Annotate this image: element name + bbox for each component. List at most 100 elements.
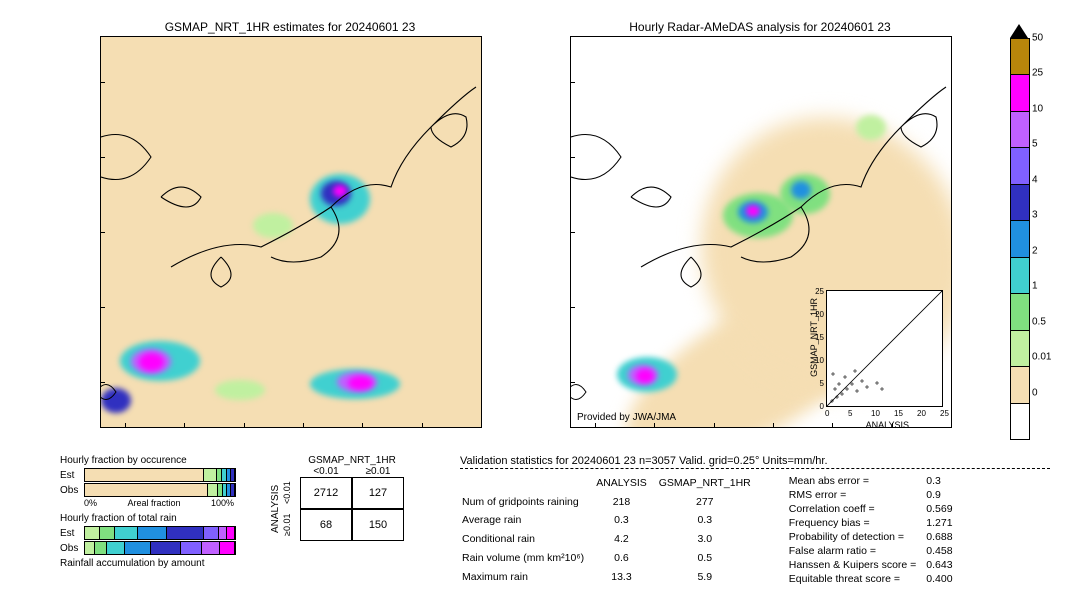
hbar-segment [202,542,220,554]
hbar-label-obs: Obs [60,485,84,496]
metric-cell: 0.3 [922,475,956,487]
colorbar-segment [1010,112,1030,148]
hbar-label-est: Est [60,528,84,539]
hbar-axis-right: 100% [211,498,234,508]
hbar-segment [138,527,167,539]
colorbar-over-arrow [1010,24,1028,38]
hbar-segment [220,542,235,554]
hbar-segment [204,469,217,481]
scatter-inset [826,290,943,407]
colorbar-tick-label: 3 [1032,210,1038,221]
map-right-title: Hourly Radar-AMeDAS analysis for 2024060… [570,20,950,34]
colorbar-tick-label: 1 [1032,281,1038,292]
hbar-segment [85,542,95,554]
ct-col-header-0: <0.01 [300,466,352,477]
stats-cell: 0.5 [659,550,761,567]
metric-cell: 0.400 [922,573,956,585]
stats-cell: Conditional rain [462,531,594,548]
xtick-label: 125°E [170,427,197,428]
map-right: Provided by JWA/JMA [570,36,952,428]
hbar-label-obs: Obs [60,543,84,554]
ct-row-header-0: <0.01 [282,477,300,509]
scatter-ytick: 5 [820,379,824,388]
scatter-xtick: 15 [894,409,903,418]
xtick-label: 130°E [230,427,257,428]
ct-row-header-1: ≥0.01 [282,509,300,541]
stats-cell: Num of gridpoints raining [462,493,594,510]
scatter-xtick: 0 [825,409,829,418]
coastline-svg [101,37,481,427]
colorbar-tick-label: 25 [1032,68,1043,79]
hbar-segment [95,542,107,554]
colorbar: 502510543210.50.010 [1010,38,1030,428]
hbar-axis-caption: Areal fraction [97,498,211,508]
map-left-title: GSMAP_NRT_1HR estimates for 20240601 23 [100,20,480,34]
colorbar-tick-label: 10 [1032,103,1043,114]
scatter-xtick: 10 [871,409,880,418]
hbar-segment [107,542,125,554]
contingency-table: GSMAP_NRT_1HR <0.01 ≥0.01 ANALYSIS <0.01… [270,455,404,541]
xtick-label: 120°E [581,427,608,428]
colorbar-tick-label: 0.5 [1032,316,1046,327]
xtick-label: 145°E [408,427,435,428]
hbar-totalrain-title: Hourly fraction of total rain [60,513,236,524]
hbar-segment [115,527,137,539]
stats-table-left: ANALYSISGSMAP_NRT_1HR Num of gridpoints … [460,473,763,587]
hbar-segment [227,527,235,539]
ct-col-title: GSMAP_NRT_1HR [300,455,404,466]
scatter-xtick: 20 [917,409,926,418]
metric-cell: Hanssen & Kuipers score = [785,559,921,571]
stats-cell: 277 [659,493,761,510]
metric-cell: False alarm ratio = [785,545,921,557]
colorbar-segment [1010,221,1030,257]
scatter-svg [827,291,942,406]
xtick-label: 135°E [289,427,316,428]
scatter-xtick: 5 [848,409,852,418]
xtick-label: 140°E [819,427,846,428]
hbar-occurrence: Hourly fraction by occurence Est Obs 0%A… [60,455,236,508]
metric-cell: Frequency bias = [785,517,921,529]
metric-cell: RMS error = [785,489,921,501]
colorbar-segment [1010,185,1030,221]
xtick-label: 145°E [878,427,905,428]
colorbar-segment [1010,404,1030,440]
stats-col-gsmap: GSMAP_NRT_1HR [659,475,761,491]
colorbar-segment [1010,38,1030,75]
stats-metrics: Mean abs error =0.3RMS error =0.9Correla… [783,473,959,587]
stats-divider [460,468,1050,469]
map-attribution: Provided by JWA/JMA [577,412,676,423]
metric-cell: 0.643 [922,559,956,571]
metric-cell: 0.458 [922,545,956,557]
hbar-segment [231,484,235,496]
stats-cell: Maximum rain [462,568,594,585]
scatter-xticks: 0510152025 [828,409,943,419]
hbar-occ-est [84,468,236,482]
ct-cell-11: 150 [352,509,404,541]
metric-cell: Probability of detection = [785,531,921,543]
hbar-axis-left: 0% [84,498,97,508]
stats-cell: Average rain [462,512,594,529]
scatter-ytick: 25 [815,287,824,296]
colorbar-tick-label: 0.01 [1032,352,1051,363]
metric-cell: 0.688 [922,531,956,543]
colorbar-tick-label: 2 [1032,245,1038,256]
hbar-segment [219,527,227,539]
stats-title: Validation statistics for 20240601 23 n=… [460,455,1050,467]
hbar-segment [85,469,204,481]
map-left-panel: GSMAP_NRT_1HR estimates for 20240601 23 … [100,20,480,428]
hbar-segment [208,484,218,496]
metric-cell: 0.569 [922,503,956,515]
hbar-segment [204,527,219,539]
scatter-xtick: 25 [940,409,949,418]
xtick-label: 125°E [640,427,667,428]
metric-cell: 0.9 [922,489,956,501]
hbar-segment [181,542,202,554]
figure-root: GSMAP_NRT_1HR estimates for 20240601 23 … [10,10,1070,602]
colorbar-tick-label: 5 [1032,139,1038,150]
ct-cell-00: 2712 [300,477,352,509]
ct-cell-01: 127 [352,477,404,509]
hbar-segment [151,542,180,554]
xtick-label: 120°E [111,427,138,428]
map-left: 120°E125°E130°E135°E140°E145°E25°N30°N35… [100,36,482,428]
hbar-label-est: Est [60,470,84,481]
